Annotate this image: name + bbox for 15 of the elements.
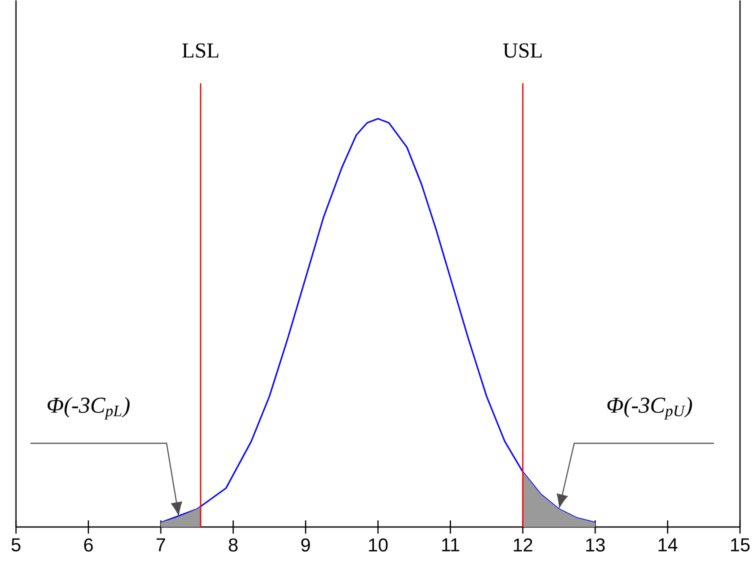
x-tick-label: 6 <box>84 538 93 552</box>
x-tick-label: 9 <box>301 538 310 552</box>
x-tick-label: 7 <box>156 538 166 552</box>
annotation: Φ(-3C$_{pU}$) <box>607 396 692 420</box>
x-tick-label: 5 <box>12 538 20 552</box>
ref-line-label: LSL <box>182 43 218 58</box>
x-tick-label: 11 <box>442 538 460 552</box>
x-tick-label: 15 <box>731 538 750 552</box>
annotation: Φ(-3C$_{pL}$) <box>48 396 130 420</box>
ref-line-label: USL <box>503 43 542 58</box>
x-tick-label: 14 <box>658 538 678 552</box>
x-tick-label: 10 <box>369 538 388 552</box>
x-tick-label: 13 <box>586 538 605 552</box>
x-tick-label: 8 <box>228 538 238 552</box>
x-tick-label: 12 <box>514 538 532 552</box>
